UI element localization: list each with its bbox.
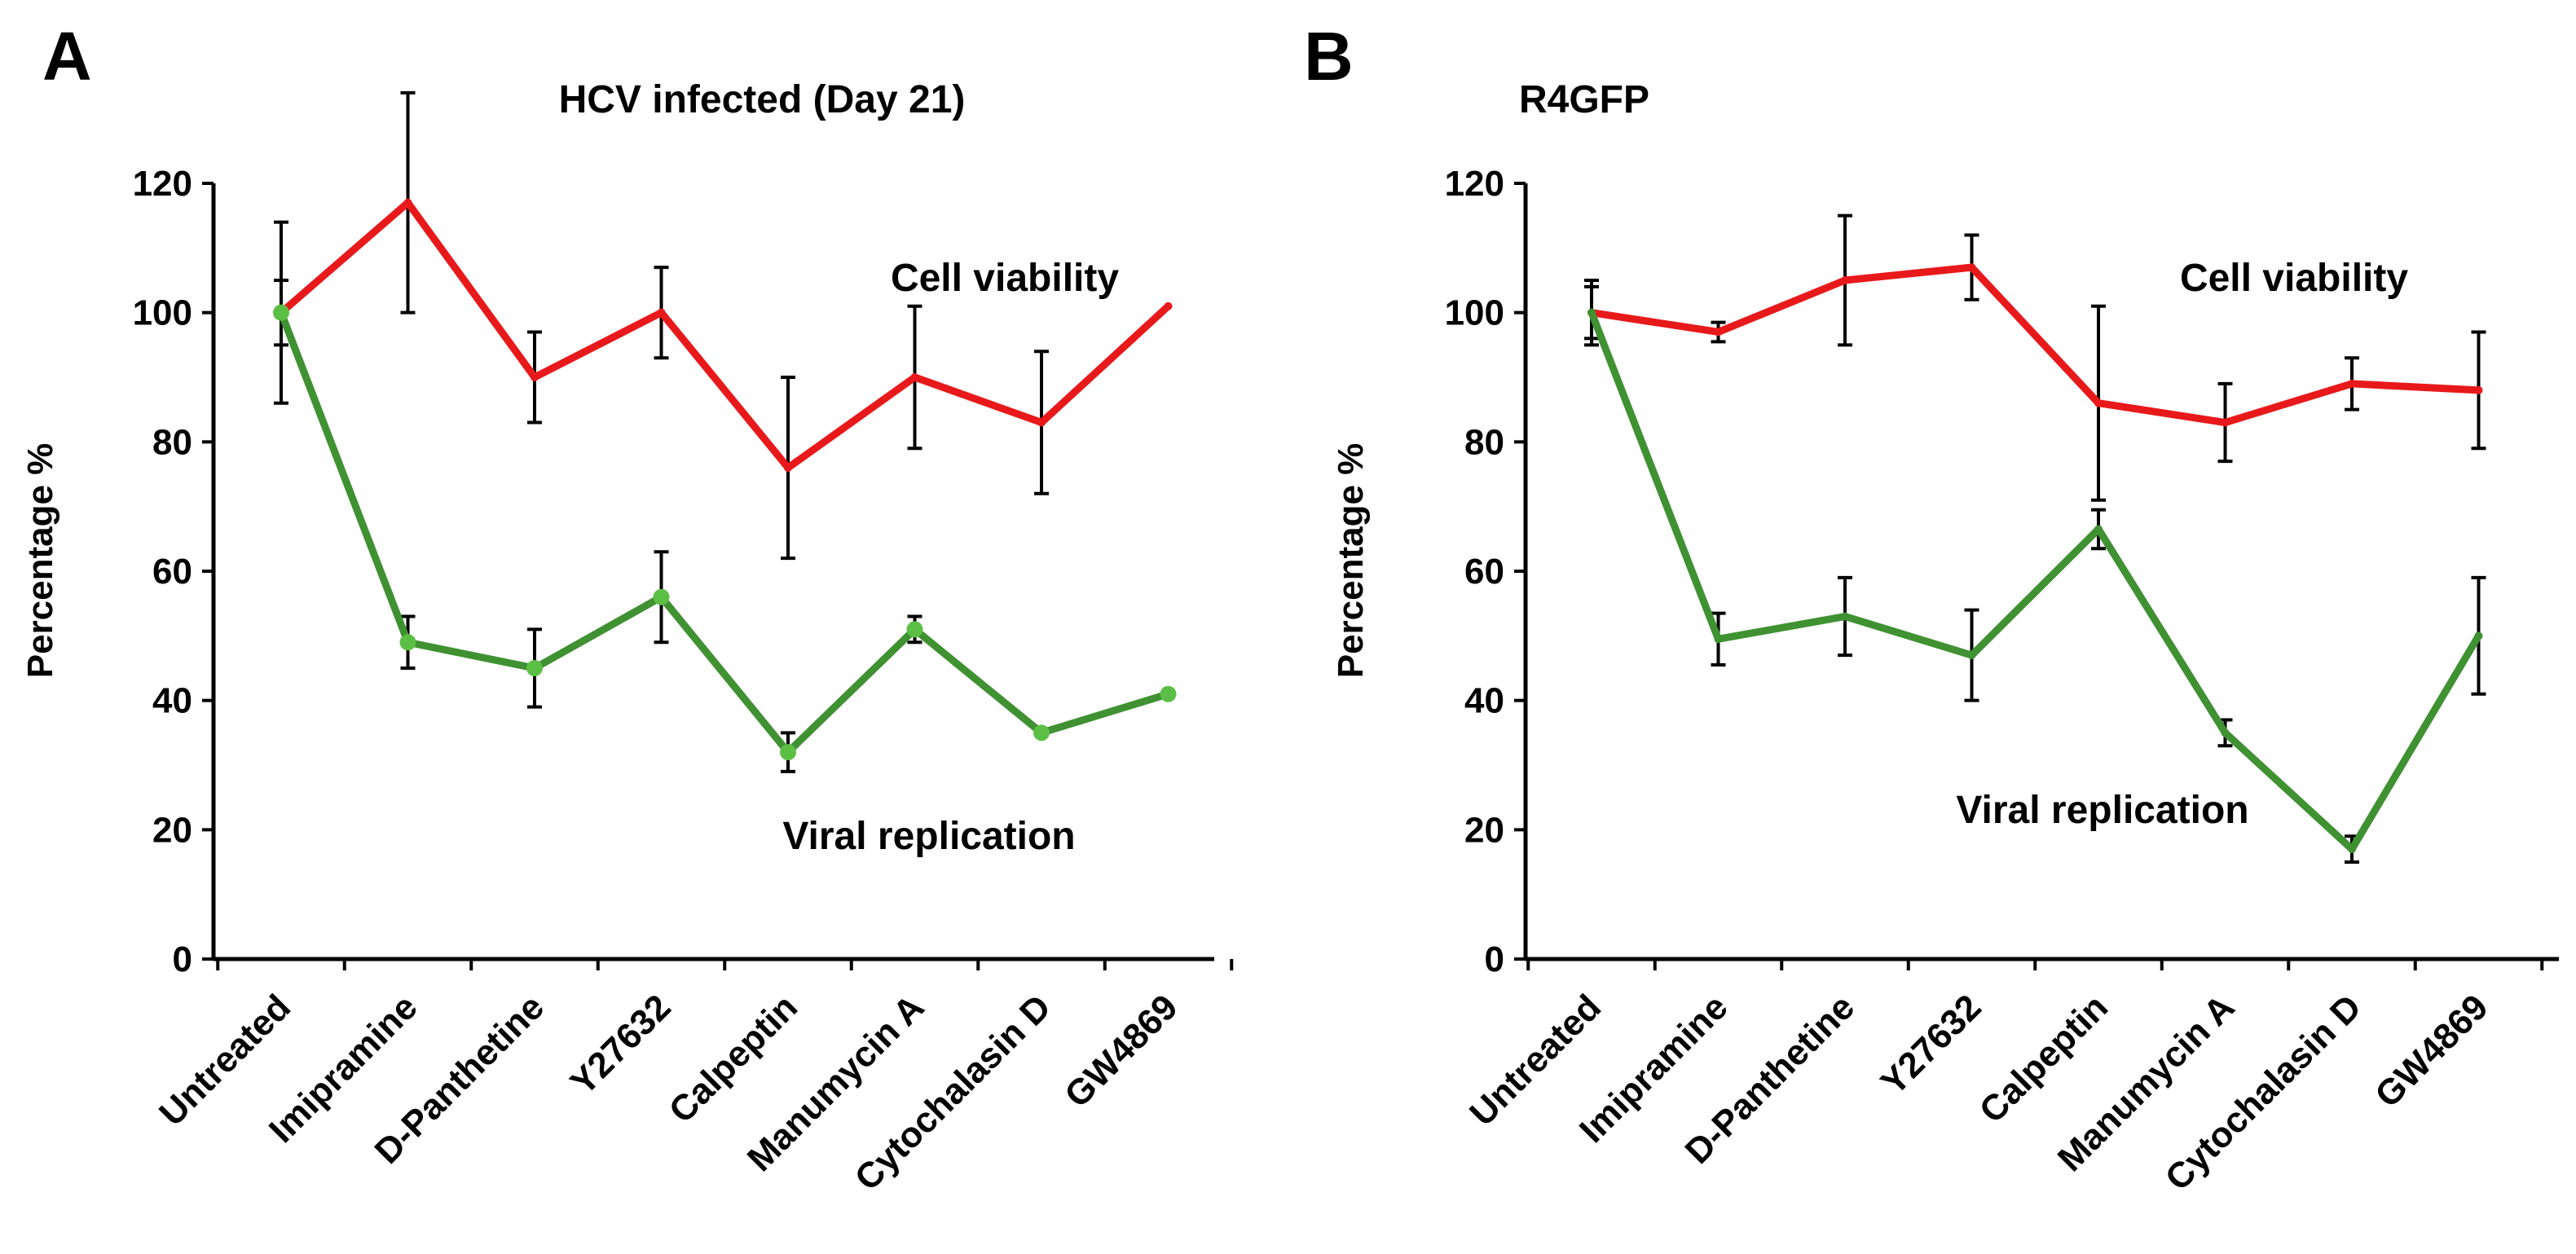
- data-point-viral-replication-a: [1033, 724, 1050, 741]
- data-point-viral-replication-a: [1160, 685, 1177, 702]
- panel-a: A HCV infected (Day 21) Percentage % Cell v…: [20, 18, 1234, 1199]
- y-tick-label-b: 60: [1464, 552, 1504, 592]
- y-tick-label-b: 80: [1464, 422, 1504, 462]
- chart-title-b: R4GFP: [1519, 78, 1649, 121]
- series-label-cell-viability-a: Cell viability: [891, 257, 1119, 300]
- data-point-viral-replication-b: [1587, 308, 1596, 317]
- data-point-cell-viability-a: [531, 373, 539, 381]
- series-label-viral-replication-a: Viral replication: [782, 815, 1075, 858]
- series-label-cell-viability-b: Cell viability: [2180, 257, 2408, 300]
- category-label-b: GW4869: [2367, 987, 2495, 1115]
- y-tick-label-a: 40: [152, 681, 192, 721]
- y-tick-label-b: 100: [1445, 293, 1504, 333]
- data-point-viral-replication-a: [526, 660, 543, 676]
- chart-title-a: HCV infected (Day 21): [559, 78, 966, 121]
- data-point-cell-viability-a: [910, 373, 919, 381]
- y-tick-label-a: 20: [152, 810, 192, 850]
- category-label-a: Y27632: [563, 987, 679, 1102]
- y-tick-label-a: 0: [173, 939, 192, 979]
- category-label-b: Y27632: [1874, 987, 1989, 1102]
- y-tick-label-b: 20: [1464, 810, 1504, 850]
- category-label-a: GW4869: [1057, 987, 1185, 1115]
- panel-letter-b: B: [1304, 18, 1354, 95]
- data-point-viral-replication-a: [906, 621, 923, 638]
- data-point-viral-replication-b: [1841, 612, 1849, 621]
- series-line-viral-replication-b: [1587, 309, 2482, 853]
- data-point-viral-replication-b: [2474, 631, 2483, 640]
- data-point-cell-viability-a: [1164, 301, 1173, 310]
- data-point-cell-viability-a: [657, 308, 666, 317]
- data-point-cell-viability-a: [1037, 418, 1046, 427]
- data-point-viral-replication-b: [2348, 845, 2356, 854]
- data-point-cell-viability-a: [784, 464, 792, 473]
- data-point-cell-viability-b: [2094, 398, 2103, 407]
- data-point-cell-viability-b: [1967, 263, 1976, 272]
- y-tick-label-a: 100: [133, 293, 192, 333]
- data-point-viral-replication-b: [2094, 525, 2103, 534]
- data-point-viral-replication-a: [780, 744, 796, 761]
- panel-letter-a: A: [42, 18, 92, 95]
- y-axis-label-a: Percentage %: [20, 443, 60, 679]
- series-line-cell-viability-b: [1587, 263, 2482, 427]
- data-point-viral-replication-a: [273, 304, 289, 321]
- data-point-viral-replication-a: [653, 588, 670, 605]
- series-line-cell-viability-a: [277, 199, 1172, 472]
- panel-b: B R4GFP Percentage % Cell viability Viral re…: [1304, 18, 2559, 1199]
- y-tick-label-a: 120: [133, 164, 192, 204]
- y-tick-label-b: 40: [1464, 681, 1504, 721]
- data-point-cell-viability-b: [1841, 276, 1849, 284]
- y-axis-label-b: Percentage %: [1331, 443, 1371, 679]
- y-tick-label-a: 60: [152, 552, 192, 592]
- y-tick-label-b: 120: [1445, 164, 1504, 204]
- data-point-viral-replication-b: [1967, 651, 1976, 660]
- data-point-viral-replication-a: [399, 634, 416, 651]
- data-point-viral-replication-b: [2221, 728, 2230, 737]
- data-point-cell-viability-b: [2221, 418, 2230, 427]
- data-point-cell-viability-b: [2474, 385, 2483, 394]
- data-point-cell-viability-b: [1714, 328, 1723, 337]
- y-tick-label-b: 0: [1485, 939, 1504, 979]
- series-label-viral-replication-b: Viral replication: [1956, 789, 2248, 832]
- data-point-viral-replication-b: [1714, 635, 1723, 644]
- data-point-cell-viability-b: [2348, 379, 2356, 388]
- data-point-cell-viability-a: [403, 198, 412, 207]
- series-line-viral-replication-a: [277, 309, 1172, 756]
- y-tick-label-a: 80: [152, 422, 192, 462]
